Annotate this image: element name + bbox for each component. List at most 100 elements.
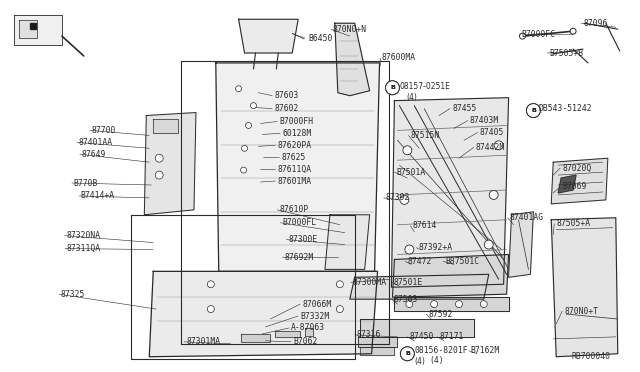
Circle shape	[337, 306, 343, 312]
Text: B770B: B770B	[74, 179, 98, 187]
Circle shape	[246, 122, 252, 128]
Circle shape	[484, 240, 493, 249]
Text: 87311QA: 87311QA	[67, 244, 101, 253]
Text: B: B	[531, 108, 536, 113]
Polygon shape	[509, 212, 533, 277]
Text: 87320NA: 87320NA	[67, 231, 101, 240]
Text: 87600MA: 87600MA	[381, 54, 415, 62]
Polygon shape	[239, 19, 298, 53]
Polygon shape	[360, 347, 394, 355]
Text: 87316: 87316	[356, 330, 381, 339]
Polygon shape	[392, 254, 509, 297]
Text: B: B	[405, 351, 410, 356]
Text: (4): (4)	[429, 356, 444, 365]
Text: 87325: 87325	[61, 290, 85, 299]
Text: 87603: 87603	[275, 91, 299, 100]
Text: 87602: 87602	[275, 104, 299, 113]
Text: 87300E: 87300E	[288, 235, 317, 244]
Text: 87450: 87450	[410, 332, 434, 341]
Text: 87614: 87614	[412, 221, 436, 230]
Polygon shape	[14, 15, 62, 45]
Polygon shape	[392, 98, 509, 287]
Circle shape	[241, 167, 246, 173]
Circle shape	[207, 306, 214, 312]
Text: B: B	[390, 85, 395, 90]
Text: 87503: 87503	[394, 295, 418, 304]
Text: 87401AA: 87401AA	[79, 138, 113, 147]
Circle shape	[337, 281, 343, 288]
Text: 08156-8201F: 08156-8201F	[414, 346, 468, 355]
Text: B7414+A: B7414+A	[81, 192, 115, 201]
Text: DB543-51242: DB543-51242	[538, 104, 592, 113]
Polygon shape	[305, 328, 313, 336]
Text: 87649: 87649	[82, 150, 106, 159]
Text: 87300MA: 87300MA	[353, 278, 387, 287]
Text: B7505+B: B7505+B	[549, 48, 584, 58]
Circle shape	[385, 81, 399, 95]
Text: 87692M: 87692M	[284, 253, 314, 262]
Text: B7069: B7069	[562, 183, 586, 192]
Circle shape	[250, 103, 257, 109]
Text: B6450: B6450	[308, 33, 332, 43]
Text: 87301MA: 87301MA	[186, 337, 220, 346]
Text: 870N0+T: 870N0+T	[564, 307, 598, 315]
Text: 87611QA: 87611QA	[277, 165, 312, 174]
Text: 87700: 87700	[92, 126, 116, 135]
Polygon shape	[275, 331, 300, 337]
Text: 87601MA: 87601MA	[277, 177, 312, 186]
Circle shape	[401, 347, 414, 361]
Polygon shape	[216, 63, 380, 271]
Text: 87625: 87625	[282, 153, 306, 162]
Circle shape	[401, 347, 414, 361]
Text: 87096: 87096	[583, 19, 607, 28]
Text: 87505+A: 87505+A	[556, 219, 590, 228]
Text: 87403M: 87403M	[470, 116, 499, 125]
Circle shape	[527, 104, 540, 118]
Polygon shape	[358, 337, 397, 347]
Polygon shape	[145, 113, 196, 215]
Text: 60128M: 60128M	[282, 129, 312, 138]
Text: 08157-0251E: 08157-0251E	[399, 82, 451, 91]
Circle shape	[520, 33, 525, 39]
Text: 87501E: 87501E	[394, 278, 422, 287]
Circle shape	[431, 301, 438, 308]
Text: 87401AG: 87401AG	[509, 213, 544, 222]
Circle shape	[207, 281, 214, 288]
Text: 87610P: 87610P	[279, 205, 308, 214]
Text: 87472: 87472	[407, 257, 432, 266]
Circle shape	[236, 86, 241, 92]
Circle shape	[405, 245, 414, 254]
Circle shape	[156, 171, 163, 179]
Polygon shape	[551, 218, 618, 357]
Polygon shape	[558, 175, 576, 193]
Text: RB700040: RB700040	[571, 352, 610, 361]
Text: 87592: 87592	[428, 310, 452, 318]
Text: 87392: 87392	[385, 193, 410, 202]
Polygon shape	[350, 274, 489, 299]
Polygon shape	[325, 215, 370, 269]
Text: B87501C: B87501C	[445, 257, 479, 266]
Circle shape	[385, 81, 399, 95]
Circle shape	[570, 28, 576, 34]
Text: 87455: 87455	[452, 104, 476, 113]
Circle shape	[156, 154, 163, 162]
Polygon shape	[30, 23, 36, 29]
Text: 87405: 87405	[480, 128, 504, 137]
Text: A-87063: A-87063	[291, 323, 325, 333]
Text: B7062: B7062	[293, 337, 317, 346]
Polygon shape	[153, 119, 178, 134]
Text: B7501A: B7501A	[396, 168, 426, 177]
Text: B7162M: B7162M	[471, 346, 500, 355]
Polygon shape	[360, 319, 474, 337]
Text: (4): (4)	[414, 357, 425, 366]
Text: (4): (4)	[406, 93, 417, 102]
Text: B7000FL: B7000FL	[282, 218, 316, 227]
Text: 87020Q: 87020Q	[562, 164, 591, 173]
Text: 87620PA: 87620PA	[277, 141, 312, 150]
Circle shape	[527, 104, 540, 118]
Text: B7000FC: B7000FC	[522, 30, 556, 39]
Circle shape	[494, 141, 503, 150]
Text: 870N0+N: 870N0+N	[333, 25, 367, 34]
Polygon shape	[394, 297, 509, 311]
Text: 87171: 87171	[439, 332, 463, 341]
